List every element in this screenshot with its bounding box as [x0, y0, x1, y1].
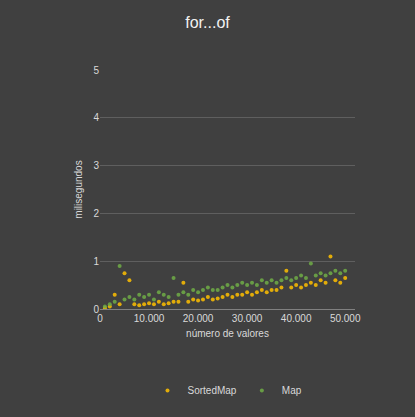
- svg-text:0: 0: [93, 304, 99, 315]
- svg-text:1: 1: [93, 256, 99, 267]
- svg-text:0: 0: [97, 313, 103, 324]
- svg-text:for...of: for...of: [185, 14, 230, 31]
- svg-text:40.000: 40.000: [281, 313, 312, 324]
- svg-text:20.000: 20.000: [183, 313, 214, 324]
- svg-text:SortedMap: SortedMap: [188, 385, 237, 396]
- svg-text:4: 4: [93, 112, 99, 123]
- svg-text:10.000: 10.000: [134, 313, 165, 324]
- svg-text:número de valores: número de valores: [186, 328, 269, 339]
- svg-text:5: 5: [93, 65, 99, 76]
- svg-text:50.000: 50.000: [330, 313, 361, 324]
- svg-text:2: 2: [93, 208, 99, 219]
- svg-text:Map: Map: [282, 385, 302, 396]
- svg-text:30.000: 30.000: [232, 313, 263, 324]
- svg-text:milisegundos: milisegundos: [73, 160, 84, 218]
- svg-text:3: 3: [93, 160, 99, 171]
